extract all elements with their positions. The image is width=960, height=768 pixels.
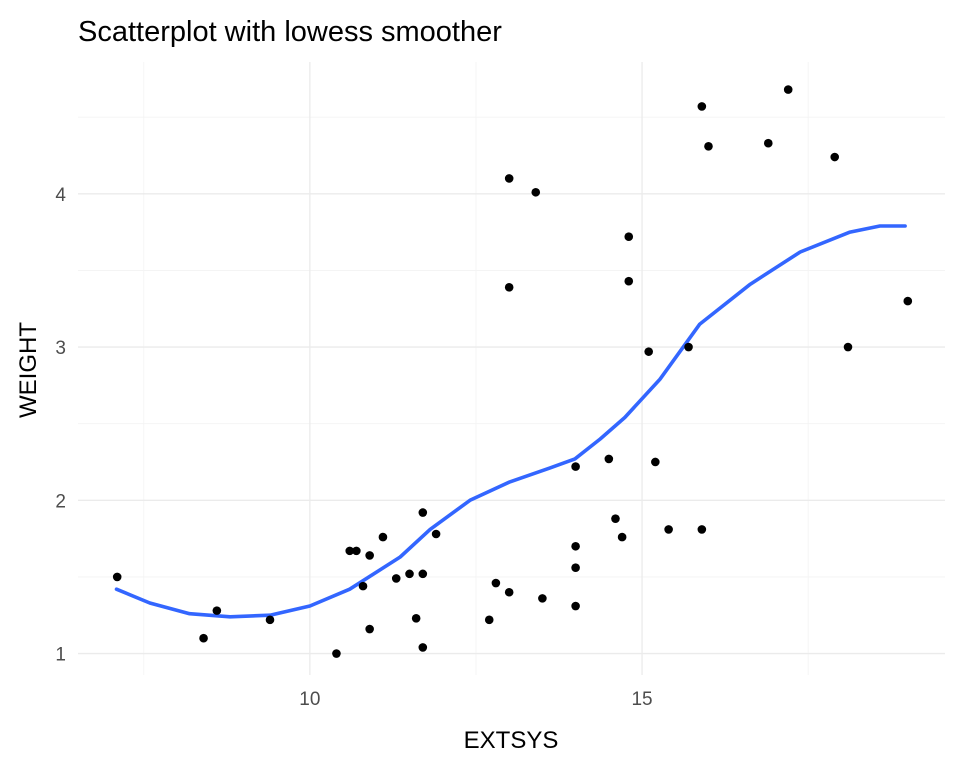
data-point — [352, 546, 361, 556]
data-point — [624, 232, 634, 242]
data-point — [199, 633, 208, 643]
data-point — [418, 643, 428, 652]
data-point — [571, 563, 580, 573]
data-point — [405, 569, 414, 579]
data-point — [604, 454, 614, 464]
data-point — [531, 187, 541, 197]
data-point — [843, 342, 853, 352]
data-point — [763, 138, 773, 148]
data-point — [571, 462, 580, 471]
data-point — [332, 649, 341, 658]
data-point — [684, 342, 693, 352]
chart-title: Scatterplot with lowess smoother — [78, 16, 502, 48]
data-point — [504, 174, 514, 183]
data-point — [644, 347, 653, 356]
x-tick-label: 10 — [299, 689, 320, 710]
tick-labels: 10 15 1 2 3 4 — [55, 185, 652, 710]
data-point — [418, 569, 428, 579]
x-axis-label: EXTSYS — [464, 727, 559, 754]
data-point — [830, 152, 840, 162]
y-axis-label: WEIGHT — [15, 322, 42, 418]
data-point — [504, 587, 514, 597]
data-point — [538, 594, 547, 603]
grid — [78, 62, 945, 675]
x-tick-label: 15 — [631, 689, 652, 710]
data-point — [112, 572, 122, 582]
data-point — [345, 546, 355, 556]
data-point — [365, 624, 374, 634]
data-point — [697, 525, 707, 534]
data-point — [704, 141, 713, 151]
y-tick-label: 2 — [55, 491, 66, 512]
data-point — [484, 615, 494, 625]
data-point — [651, 457, 660, 467]
data-point — [697, 102, 707, 111]
data-point — [491, 578, 501, 588]
data-point — [411, 613, 421, 623]
data-point — [391, 574, 401, 583]
data-point — [664, 525, 673, 534]
data-point — [617, 532, 627, 542]
data-point — [358, 581, 368, 591]
data-point — [624, 276, 634, 286]
data-point — [903, 296, 913, 306]
data-point — [265, 615, 275, 625]
data-point — [571, 601, 580, 611]
data-point — [431, 529, 441, 539]
data-point — [783, 85, 793, 94]
data-point — [571, 541, 580, 551]
data-point — [212, 606, 222, 615]
data-points — [112, 85, 913, 658]
data-point — [504, 282, 514, 292]
lowess-smoother-line — [114, 224, 907, 619]
data-point — [611, 514, 620, 523]
data-point — [418, 508, 428, 517]
data-point — [365, 551, 374, 560]
data-point — [378, 532, 388, 542]
y-tick-label: 4 — [55, 185, 66, 206]
y-tick-label: 1 — [55, 645, 66, 666]
y-tick-label: 3 — [55, 338, 66, 359]
